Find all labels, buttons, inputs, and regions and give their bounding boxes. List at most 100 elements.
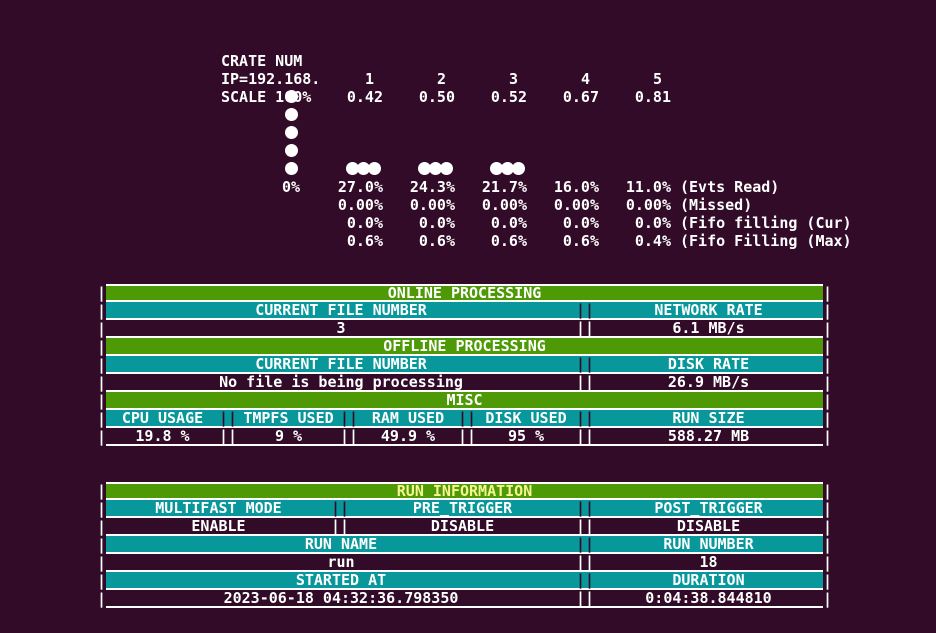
section-title: OFFLINE PROCESSING [383,337,546,355]
table-cell: 9 % [274,427,303,445]
stat-value: 11.0% [625,178,671,196]
table-cell: ENABLE [191,517,246,535]
table-row-band: MISC [106,392,823,410]
border-pipe: | [823,284,833,302]
scale-dot [284,161,298,175]
border-pipe: | [97,572,107,590]
border-pipe: | [97,302,107,320]
column-separator: || [219,409,238,427]
table-cell: DISABLE [676,517,741,535]
border-pipe: | [97,590,107,608]
scale-dot [284,143,298,157]
activity-dot [345,161,359,175]
column-separator: || [340,427,359,445]
table-row: | RUN INFORMATION | [97,482,832,500]
border-pipe: | [97,428,107,446]
stat-scale-value: 0% [281,178,300,196]
stat-value: 16.0% [553,178,599,196]
border-pipe: | [823,500,833,518]
ip-label: IP=192.168. [221,70,321,88]
activity-dot [500,161,514,175]
column-separator: || [576,517,595,535]
table-cell: No file is being processing [219,373,463,391]
border-pipe: | [97,410,107,428]
activity-dot [356,161,370,175]
table-cell: CURRENT FILE NUMBER [255,355,427,373]
table-cell: TMPFS USED [243,409,334,427]
column-separator: || [576,373,595,391]
activity-dot [439,161,453,175]
table-row-band: 19.8 % || 9 % || 49.9 % || 95 % || 588.27 MB [106,428,823,446]
stat-row: 0.00% 0.00% 0.00% 0.00% 0.00% (Missed) [0,196,936,214]
table-row: | CURRENT FILE NUMBER || NETWORK RATE | [97,302,832,320]
column-separator: || [331,517,350,535]
stat-value: 0.6% [346,232,383,250]
table-cell: 19.8 % [135,427,190,445]
stat-value: 24.3% [409,178,455,196]
table-cell: CPU USAGE [121,409,204,427]
table-cell: DURATION [672,571,745,589]
column-separator: || [576,427,595,445]
table-cell: POST_TRIGGER [654,499,763,517]
border-pipe: | [823,302,833,320]
border-pipe: | [97,284,107,302]
table-cell: MULTIFAST MODE [155,499,282,517]
stat-row: 0% 27.0% 24.3% 21.7% 16.0% 11.0% (Evts Read) [0,178,936,196]
crate-num-label: CRATE NUM [221,52,303,70]
crate-number: 3 [508,70,518,88]
table-row-band: CPU USAGE || TMPFS USED || RAM USED || DISK US… [106,410,823,428]
column-separator: || [576,535,595,553]
table-row: | STARTED AT || DURATION | [97,572,832,590]
table-cell: STARTED AT [295,571,387,589]
border-pipe: | [823,338,833,356]
table-row: | No file is being processing || 26.9 MB/s | [97,374,832,392]
table-row-band: No file is being processing || 26.9 MB/s [106,374,823,392]
table-row: | run || 18 | [97,554,832,572]
column-separator: || [576,589,595,607]
table-row-band: MULTIFAST MODE || PRE_TRIGGER || POST_TRIGGE… [106,500,823,518]
border-pipe: | [823,518,833,536]
stat-row-label: (Fifo Filling (Max) [680,232,852,250]
table-row: | CURRENT FILE NUMBER || DISK RATE | [97,356,832,374]
scale-dot [284,125,298,139]
table-row-band: STARTED AT || DURATION [106,572,823,590]
table-cell: CURRENT FILE NUMBER [255,301,427,319]
activity-dot [489,161,503,175]
ip-value: 0.50 [418,88,455,106]
table-row: | ONLINE PROCESSING | [97,284,832,302]
border-pipe: | [97,482,107,500]
stat-value: 0.4% [634,232,671,250]
section-title: MISC [446,391,483,409]
column-separator: || [576,571,595,589]
ip-value: 0.42 [346,88,383,106]
stat-value: 0.00% [409,196,455,214]
section-title: ONLINE PROCESSING [387,284,542,302]
activity-dot [367,161,381,175]
stat-value: 21.7% [481,178,527,196]
table-row: | OFFLINE PROCESSING | [97,338,832,356]
ip-row: IP=192.168. 0.42 0.50 0.52 0.67 0.81 [0,52,936,106]
border-pipe: | [823,356,833,374]
stat-value: 0.6% [418,232,455,250]
column-separator: || [331,499,350,517]
border-pipe: | [97,356,107,374]
border-pipe: | [97,374,107,392]
activity-dot [417,161,431,175]
table-cell: RUN NAME [304,535,378,553]
table-row: | CPU USAGE || TMPFS USED || RAM USED || DISK U… [97,410,832,428]
table-cell: RAM USED [371,409,445,427]
border-pipe: | [97,518,107,536]
scale-dot [284,107,298,121]
border-pipe: | [97,554,107,572]
stat-value: 0.6% [562,232,599,250]
column-separator: || [576,409,595,427]
table-cell: DISABLE [430,517,495,535]
column-separator: || [576,319,595,337]
border-pipe: | [823,410,833,428]
table-cell: 3 [336,319,346,337]
processing-status-table: | ONLINE PROCESSING | | CURRENT FILE NUMBER |… [97,284,832,446]
ip-value: 0.67 [562,88,599,106]
table-row-band: run || 18 [106,554,823,572]
table-row-band: OFFLINE PROCESSING [106,338,823,356]
